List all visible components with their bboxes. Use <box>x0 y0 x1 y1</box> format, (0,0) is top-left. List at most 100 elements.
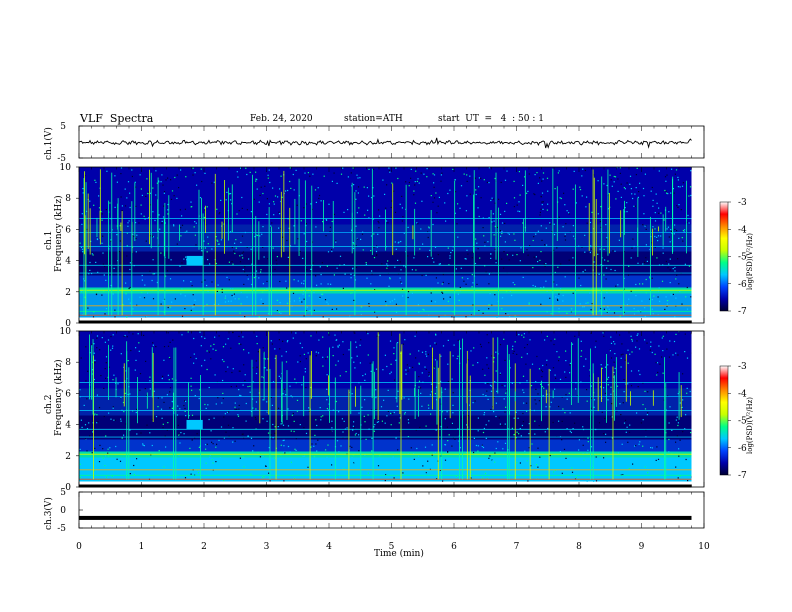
ch2-spectrogram-psd-speckle <box>320 479 322 481</box>
ch1-spectrogram-psd-speckle <box>459 286 461 288</box>
ch1-spectrogram-psd-speckle <box>417 223 419 225</box>
ch1-spectrogram-psd-speckle <box>312 173 314 175</box>
ch2-spectrogram-psd-speckle <box>184 400 186 402</box>
ch1-spectrogram-psd-speckle <box>82 192 84 194</box>
ch2-spectrogram-psd-speckle <box>264 367 266 369</box>
ch1-spectrogram-psd-speckle <box>132 233 134 235</box>
ch1-spectrogram-psd-speckle <box>605 238 608 240</box>
ch2-spectrogram-psd-speckle <box>194 395 196 397</box>
ch2-spectrogram-psd-speckle <box>520 435 522 437</box>
ch2-spectrogram-psd-speckle <box>610 357 613 359</box>
ch1-spectrogram-psd-speckle <box>289 245 292 247</box>
ch2-spectrogram-psd-speckle <box>679 439 681 441</box>
ch2-spectrogram-psd-speckle <box>418 362 420 364</box>
ch2-spectrogram-psd-speckle <box>370 370 372 372</box>
ch1-spectrogram-psd-speckle <box>321 262 323 264</box>
ch1-spectrogram-psd-speckle <box>307 172 309 174</box>
x-axis-label: Time (min) <box>374 549 424 559</box>
ch1-spectrogram-psd-speckle <box>353 299 355 301</box>
ch2-spectrogram-psd-speckle <box>433 367 435 369</box>
ch2-spectrogram-psd-speckle <box>425 425 427 427</box>
ch1-spectrogram-psd-speckle <box>403 265 405 267</box>
ch1-spectrogram-psd-speckle <box>266 280 268 282</box>
ch2-spectrogram-psd-speckle <box>371 435 373 438</box>
ch1-spectrogram-psd-speckle <box>322 221 324 223</box>
ch2-spectrogram-psd-speckle <box>491 355 493 357</box>
ch1-spectrogram-psd-speckle <box>135 222 137 224</box>
ch1-spectrogram-psd-speckle <box>152 187 154 189</box>
ch1-spectrogram-psd-speckle <box>127 222 129 224</box>
ch2-spectrogram-psd-speckle <box>506 390 508 392</box>
ch2-spectrogram-psd-speckle <box>262 347 264 349</box>
ch2-spectrogram-psd-speckle <box>600 386 602 388</box>
ch1-spectrogram-psd-speckle <box>285 190 287 192</box>
ch1-spectrogram-psd-speckle <box>593 174 595 176</box>
ch1-spectrogram-psd-speckle <box>415 269 417 271</box>
ch2-spectrogram-psd-speckle <box>321 472 324 474</box>
ch2-spectrogram-psd-speckle <box>256 335 258 337</box>
ch2-spectrogram-psd-speckle <box>232 331 234 334</box>
ch1-spectrogram-psd-speckle <box>379 274 381 277</box>
ch1-spectrogram-psd-speckle <box>670 230 673 232</box>
ch2-spectrogram-psd-speckle <box>604 366 607 368</box>
ch1-spectrogram-psd-speckle <box>428 227 430 229</box>
ch1-spectrogram-psd-speckle <box>618 239 620 241</box>
ch1-spectrogram-psd-speckle <box>662 252 664 254</box>
ch1-spectrogram-psd-speckle <box>666 192 668 194</box>
ch2-spectrogram-psd-speckle <box>178 433 180 435</box>
ch2-spectrogram-psd-speckle <box>613 371 615 373</box>
ch1-spectrogram-psd-speckle <box>364 214 366 216</box>
ch2-spectrogram-psd-speckle <box>487 383 489 385</box>
ch1-spectrogram-psd-speckle <box>353 274 355 276</box>
ch2-spectrogram-psd-speckle <box>629 353 631 355</box>
ch1-spectrogram-psd-speckle <box>678 283 680 285</box>
ch1-spectrogram-psd-speckle <box>81 213 83 215</box>
ch1-spectrogram-psd-speckle <box>395 167 397 169</box>
ch2-spectrogram-psd-speckle <box>255 372 258 375</box>
ch1-spectrogram-psd-speckle <box>549 297 551 299</box>
ch1-spectrogram-psd-speckle <box>231 203 233 205</box>
ch2-spectrogram-psd-speckle <box>250 437 253 439</box>
ch2-spectrogram-psd-speckle <box>197 472 200 474</box>
ch2-spectrogram-psd-speckle <box>213 343 215 345</box>
ch2-spectrogram-psd-speckle <box>374 424 376 426</box>
ch2-spectrogram-psd-speckle <box>355 432 357 435</box>
ch1-spectrogram-psd-speckle <box>540 208 542 210</box>
ch1-spectrogram-psd-speckle <box>474 177 476 179</box>
ch1-spectrogram-psd-speckle <box>568 212 570 214</box>
ch2-spectrogram-psd-speckle <box>81 426 83 428</box>
ch2-spectrogram-psd-speckle <box>263 377 265 379</box>
ch2-spectrogram-psd-speckle <box>424 366 426 368</box>
ch1-spectrogram-psd-speckle <box>581 195 583 197</box>
ch2-spectrogram-freq-band <box>79 388 692 392</box>
ch2-spectrogram-psd-speckle <box>444 444 447 446</box>
ch1-spectrogram-psd-speckle <box>584 269 586 271</box>
ch2-spectrogram-psd-speckle <box>526 344 528 346</box>
ch1-spectrogram-psd-speckle <box>215 262 217 265</box>
ch2-spectrogram-psd-speckle <box>682 431 684 433</box>
ch2-spectrogram-psd-speckle <box>262 476 264 479</box>
ch1-spectrogram-psd-speckle <box>224 301 227 303</box>
ch2-spectrogram-psd-speckle <box>290 395 292 397</box>
ch2-spectrogram-psd-speckle <box>315 419 317 421</box>
ch2-spectrogram-psd-speckle <box>644 390 646 392</box>
ch2-spectrogram-psd-speckle <box>271 404 273 406</box>
ch1-spectrogram-psd-speckle <box>634 205 636 207</box>
ch2-spectrogram-psd-speckle <box>679 475 681 477</box>
ch1-spectrogram-psd-speckle <box>129 268 131 271</box>
ch2-spectrogram-psd-speckle <box>611 403 613 405</box>
ch2-spectrogram-psd-speckle <box>328 332 330 334</box>
ch2-spectrogram-freq-band <box>79 445 692 449</box>
ch1-spectrogram-psd-speckle <box>411 292 413 294</box>
ch2-spectrogram-psd-speckle <box>207 404 209 406</box>
ch1-spectrogram-psd-speckle <box>193 226 195 228</box>
ch2-spectrogram-psd-speckle <box>485 480 488 482</box>
ch1-spectrogram-psd-speckle <box>414 184 416 186</box>
ch2-spectrogram-psd-speckle <box>191 414 194 416</box>
ch1-spectrogram-psd-speckle <box>545 227 547 229</box>
ch1-spectrogram-psd-speckle <box>571 308 573 310</box>
ch2-spectrogram-psd-speckle <box>96 394 98 396</box>
ch2-spectrogram-psd-speckle <box>310 446 312 448</box>
ch2-spectrogram-psd-speckle <box>256 366 258 368</box>
ch1-spectrogram-freq-band <box>79 317 692 321</box>
